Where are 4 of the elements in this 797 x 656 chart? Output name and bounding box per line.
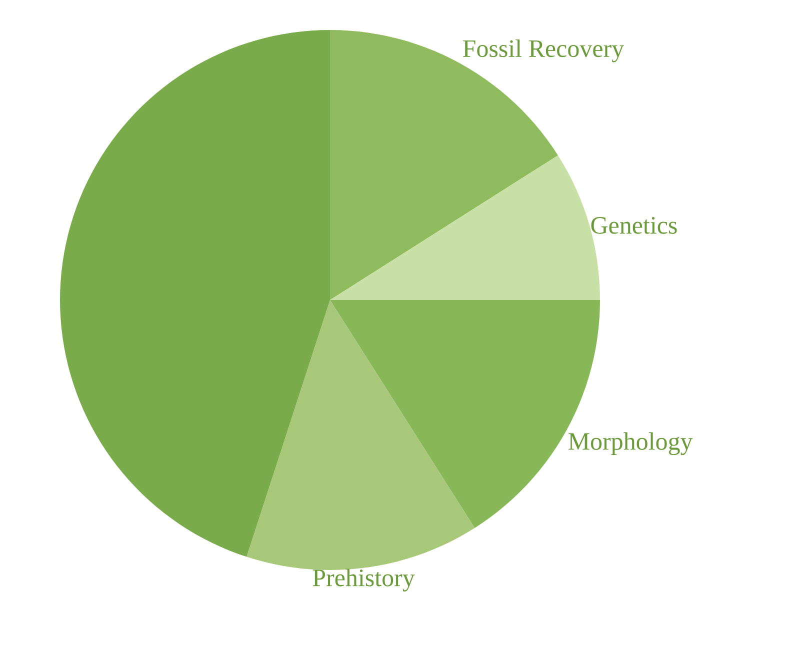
slice-label: Fossil Recovery bbox=[463, 39, 624, 62]
slice-label: Genetics bbox=[591, 217, 677, 234]
slice-label: Morphology bbox=[568, 432, 693, 456]
slice-label: Prehistory bbox=[312, 568, 415, 592]
